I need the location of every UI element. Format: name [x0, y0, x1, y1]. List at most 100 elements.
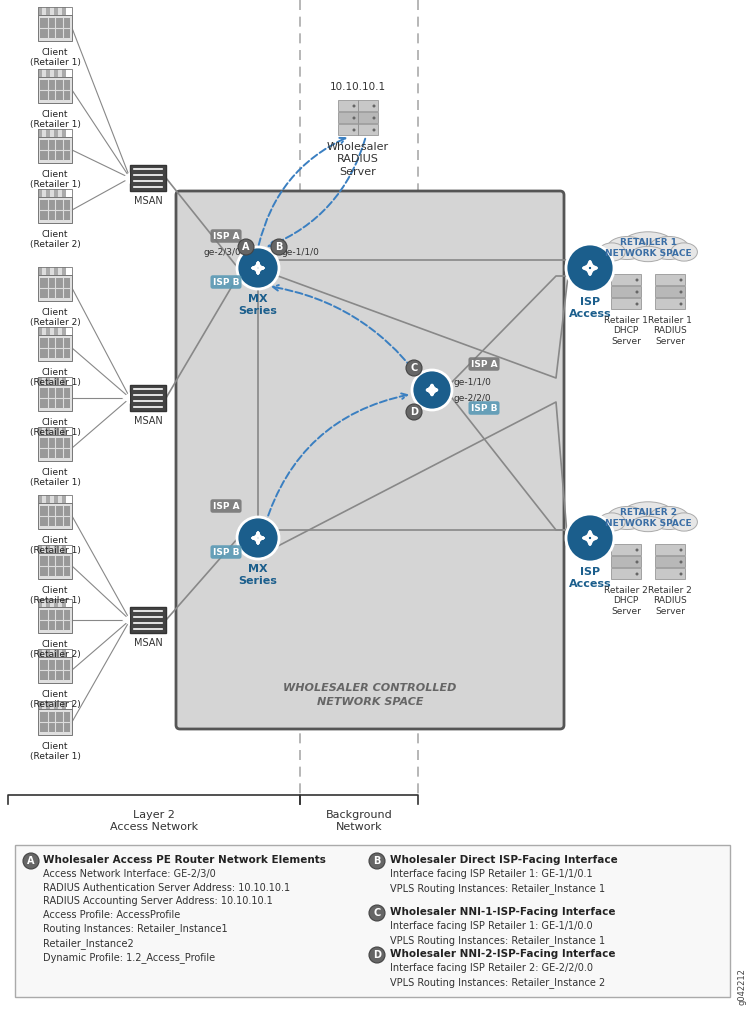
Bar — [62, 129, 66, 137]
Text: ISP B: ISP B — [213, 547, 239, 556]
Bar — [42, 189, 46, 197]
Bar — [42, 427, 46, 435]
Circle shape — [406, 404, 422, 420]
Circle shape — [636, 572, 639, 575]
Bar — [40, 18, 70, 38]
Text: Interface facing ISP Retailer 1: GE-1/1/0.1
VPLS Routing Instances: Retailer_Ins: Interface facing ISP Retailer 1: GE-1/1/… — [390, 869, 605, 893]
Bar — [38, 129, 42, 137]
Text: ISP B: ISP B — [471, 403, 498, 412]
Bar — [54, 189, 58, 197]
Bar — [62, 545, 66, 553]
Ellipse shape — [671, 243, 698, 261]
Text: MSAN: MSAN — [134, 416, 162, 426]
Bar — [46, 189, 50, 197]
Bar — [50, 129, 54, 137]
Bar — [58, 427, 62, 435]
Text: ISP B: ISP B — [213, 278, 239, 287]
Bar — [42, 129, 46, 137]
Bar — [338, 112, 358, 123]
Text: ISP
Access: ISP Access — [568, 567, 611, 589]
Text: Client
(Retailer 1): Client (Retailer 1) — [30, 110, 81, 130]
Bar — [50, 701, 54, 709]
Bar — [62, 701, 66, 709]
Bar — [58, 129, 62, 137]
Circle shape — [369, 905, 385, 921]
Bar — [54, 649, 58, 657]
Bar — [54, 377, 58, 385]
Circle shape — [353, 129, 356, 132]
Bar — [38, 77, 72, 103]
Bar — [38, 335, 72, 361]
Bar — [62, 649, 66, 657]
Bar — [15, 845, 730, 997]
Bar — [40, 80, 70, 100]
FancyBboxPatch shape — [176, 191, 564, 729]
Text: Interface facing ISP Retailer 1: GE-1/1/0.0
VPLS Routing Instances: Retailer_Ins: Interface facing ISP Retailer 1: GE-1/1/… — [390, 921, 605, 945]
Bar — [54, 701, 58, 709]
Text: Client
(Retailer 1): Client (Retailer 1) — [30, 368, 81, 387]
Ellipse shape — [631, 246, 665, 261]
Bar — [338, 100, 358, 111]
Bar — [655, 556, 685, 567]
Text: D: D — [410, 407, 418, 417]
Bar — [40, 712, 70, 732]
Circle shape — [373, 104, 376, 107]
Circle shape — [237, 517, 279, 559]
Bar — [42, 545, 46, 553]
Text: Client
(Retailer 1): Client (Retailer 1) — [30, 536, 81, 555]
Text: MX
Series: MX Series — [238, 564, 277, 586]
Ellipse shape — [649, 236, 689, 259]
Text: MSAN: MSAN — [134, 196, 162, 206]
Bar — [40, 388, 70, 408]
Text: RETAILER 2
NETWORK SPACE: RETAILER 2 NETWORK SPACE — [604, 508, 691, 528]
Bar — [50, 649, 54, 657]
Bar — [38, 69, 72, 77]
Circle shape — [636, 548, 639, 551]
Text: ISP A: ISP A — [471, 360, 498, 369]
Bar — [611, 286, 641, 297]
Circle shape — [680, 303, 683, 306]
Bar — [655, 544, 685, 555]
Bar — [38, 503, 72, 529]
Ellipse shape — [598, 243, 625, 261]
Bar — [54, 7, 58, 15]
Bar — [38, 599, 72, 607]
Bar — [46, 7, 50, 15]
Text: WHOLESALER CONTROLLED
NETWORK SPACE: WHOLESALER CONTROLLED NETWORK SPACE — [283, 684, 456, 707]
Bar — [38, 267, 72, 275]
Bar — [46, 129, 50, 137]
Bar — [46, 649, 50, 657]
Bar — [358, 124, 378, 135]
Text: ISP
Access: ISP Access — [568, 297, 611, 319]
Bar — [611, 568, 641, 579]
Bar — [50, 599, 54, 607]
Circle shape — [680, 291, 683, 294]
Bar — [38, 327, 72, 335]
Bar — [62, 7, 66, 15]
Bar — [46, 427, 50, 435]
Text: Client
(Retailer 2): Client (Retailer 2) — [30, 640, 81, 659]
Text: MSAN: MSAN — [134, 638, 162, 648]
Bar — [38, 599, 42, 607]
Ellipse shape — [631, 517, 665, 532]
Bar — [611, 556, 641, 567]
Bar — [42, 649, 46, 657]
Bar — [54, 427, 58, 435]
Circle shape — [353, 104, 356, 107]
Ellipse shape — [622, 232, 674, 258]
Bar — [58, 701, 62, 709]
Ellipse shape — [607, 506, 647, 530]
Bar — [54, 129, 58, 137]
Text: Layer 2
Access Network: Layer 2 Access Network — [110, 810, 198, 833]
Bar — [46, 599, 50, 607]
Bar — [38, 427, 42, 435]
Bar — [38, 69, 42, 77]
Bar — [58, 267, 62, 275]
Bar — [46, 267, 50, 275]
Bar — [130, 165, 166, 191]
Bar — [40, 506, 70, 526]
Bar — [38, 189, 42, 197]
Bar — [46, 69, 50, 77]
Circle shape — [238, 239, 254, 255]
Bar — [42, 701, 46, 709]
